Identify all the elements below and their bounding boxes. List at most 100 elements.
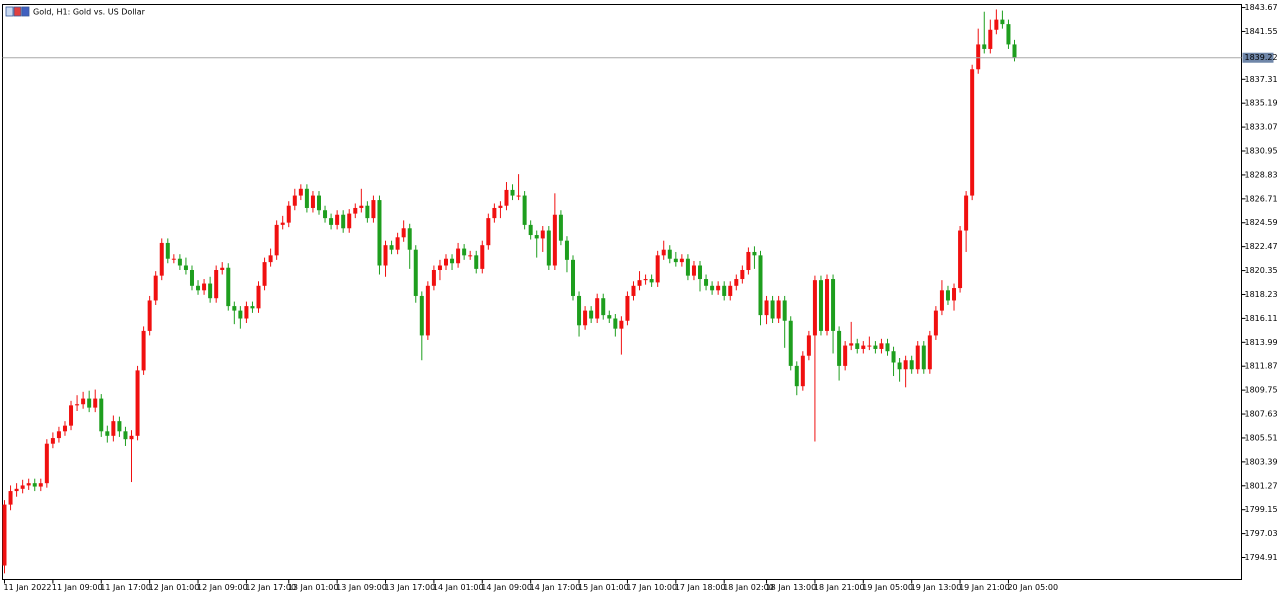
candle-body xyxy=(456,248,461,264)
y-tick-label: 1820.35 xyxy=(1245,266,1278,275)
candle-body xyxy=(825,279,830,331)
candle-body xyxy=(988,29,993,49)
candle-body xyxy=(425,285,430,336)
candle-body xyxy=(250,306,255,309)
candle-body xyxy=(564,240,569,260)
symbol-icon xyxy=(5,6,30,17)
x-tick-label: 17 Jan 10:00 xyxy=(626,583,677,592)
candle-body xyxy=(964,195,969,231)
candle-body xyxy=(685,258,690,276)
y-tick-label: 1809.75 xyxy=(1245,386,1278,395)
y-tick-label: 1797.03 xyxy=(1245,529,1278,538)
candle-body xyxy=(492,207,497,219)
candle-body xyxy=(891,351,896,363)
candle-body xyxy=(958,230,963,289)
candle-body xyxy=(208,283,213,299)
candle-body xyxy=(93,398,98,408)
candle-body xyxy=(165,242,170,259)
candle-body xyxy=(722,285,727,296)
candle-body xyxy=(105,431,110,436)
candle-body xyxy=(419,295,424,336)
candle-body xyxy=(915,345,920,370)
candle-body xyxy=(292,195,297,206)
candle-body xyxy=(583,310,588,326)
candle-body xyxy=(770,300,775,319)
x-tick-label: 19 Jan 21:00 xyxy=(959,583,1010,592)
x-tick-label: 18 Jan 02:00 xyxy=(723,583,774,592)
x-tick-label: 14 Jan 01:00 xyxy=(433,583,484,592)
candle-body xyxy=(87,398,92,408)
y-tick-label: 1833.07 xyxy=(1245,123,1278,132)
candle-body xyxy=(304,188,309,208)
candle-body xyxy=(141,330,146,371)
x-tick-label: 19 Jan 05:00 xyxy=(862,583,913,592)
x-tick-label: 20 Jan 05:00 xyxy=(1007,583,1058,592)
candle-body xyxy=(540,230,545,239)
candle-body xyxy=(619,320,624,329)
candle-body xyxy=(341,214,346,229)
candle-body xyxy=(44,443,49,484)
candle-body xyxy=(673,258,678,263)
candle-body xyxy=(75,404,80,406)
candle-body xyxy=(147,300,152,331)
candle-body xyxy=(359,205,364,208)
candle-body xyxy=(431,270,436,286)
candle-body xyxy=(764,300,769,316)
candle-body xyxy=(462,248,467,256)
candle-body xyxy=(1000,19,1005,25)
candle-body xyxy=(812,280,817,336)
candle-body xyxy=(310,195,315,208)
candle-body xyxy=(885,343,890,352)
candle-body xyxy=(994,19,999,30)
candle-body xyxy=(776,300,781,319)
candle-body xyxy=(704,279,709,286)
candle-body xyxy=(474,255,479,269)
x-tick-label: 18 Jan 21:00 xyxy=(814,583,865,592)
candle-body xyxy=(498,205,503,208)
x-tick-label: 14 Jan 17:00 xyxy=(530,583,581,592)
candle-body xyxy=(788,320,793,366)
candle-body xyxy=(383,245,388,266)
candle-body xyxy=(679,258,684,263)
candle-body xyxy=(649,279,654,283)
x-tick-label: 17 Jan 18:00 xyxy=(675,583,726,592)
candle-body xyxy=(323,210,328,219)
candle-body xyxy=(855,343,860,349)
x-tick-label: 14 Jan 09:00 xyxy=(481,583,532,592)
candle-body xyxy=(183,265,188,271)
candle-body xyxy=(710,285,715,291)
x-tick-label: 15 Jan 01:00 xyxy=(578,583,629,592)
candle-body xyxy=(643,279,648,281)
candle-body xyxy=(26,483,31,486)
candle-body xyxy=(38,483,43,487)
candle-body xyxy=(56,431,61,439)
candle-body xyxy=(752,251,757,256)
y-tick-label: 1828.83 xyxy=(1245,170,1278,179)
candle-body xyxy=(232,306,237,311)
candle-body xyxy=(316,195,321,211)
y-tick-label: 1813.99 xyxy=(1245,338,1278,347)
x-tick-label: 19 Jan 13:00 xyxy=(911,583,962,592)
candle-body xyxy=(794,365,799,387)
candle-body xyxy=(873,345,878,349)
candle-body xyxy=(552,214,557,266)
candle-body xyxy=(782,300,787,321)
candle-body xyxy=(450,258,455,264)
candle-body xyxy=(843,345,848,366)
candle-body xyxy=(135,370,140,436)
y-tick-label: 1801.27 xyxy=(1245,481,1278,490)
candle-body xyxy=(171,258,176,260)
candle-body xyxy=(238,310,243,319)
y-tick-label: 1803.39 xyxy=(1245,457,1278,466)
candle-body xyxy=(921,345,926,370)
candle-body xyxy=(933,310,938,336)
candle-body xyxy=(861,345,866,349)
candle-body xyxy=(413,249,418,296)
candle-body xyxy=(595,298,600,319)
candle-body xyxy=(1012,44,1017,58)
candle-body xyxy=(758,255,763,316)
x-tick-label: 12 Jan 17:00 xyxy=(245,583,296,592)
last-price-box xyxy=(1242,52,1274,63)
x-tick-label: 12 Jan 09:00 xyxy=(197,583,248,592)
candle-body xyxy=(244,306,249,319)
